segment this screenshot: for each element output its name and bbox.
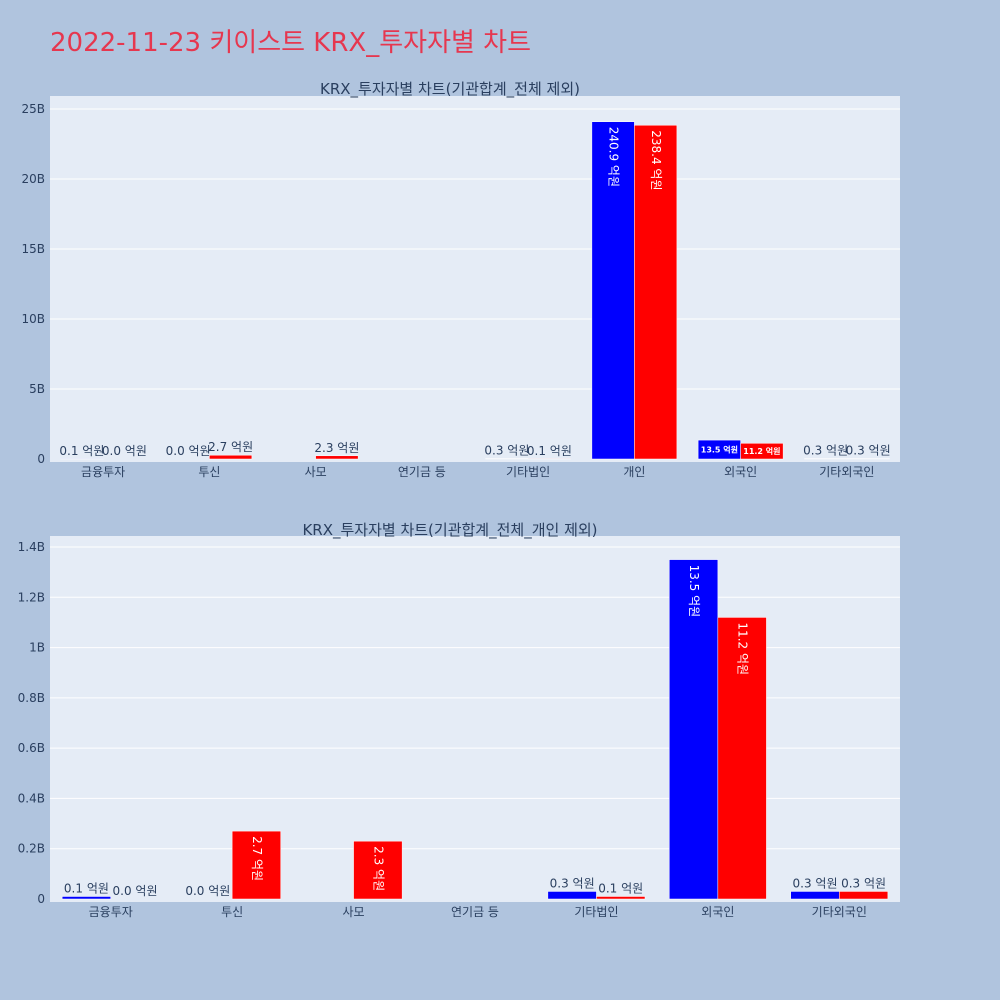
data-label: 0.0 억원 [185, 884, 230, 898]
y-tick-label: 1.2B [18, 590, 45, 604]
bar-red [315, 455, 359, 460]
y-tick-label: 0.2B [18, 842, 45, 856]
y-tick-label: 25B [21, 102, 45, 116]
data-label: 0.1 억원 [64, 881, 109, 895]
bar-red [740, 443, 784, 460]
x-tick-label: 사모 [343, 905, 365, 919]
x-tick-label: 연기금 등 [451, 905, 499, 919]
x-tick-label: 금융투자 [81, 465, 125, 479]
y-tick-label: 5B [29, 382, 45, 396]
bar-blue [61, 896, 111, 900]
y-tick-label: 15B [21, 242, 45, 256]
x-tick-label: 외국인 [724, 465, 757, 479]
data-label: 13.5 억원 [701, 445, 738, 455]
data-label: 0.3 억원 [803, 444, 848, 458]
bar-red [231, 830, 281, 900]
x-tick-label: 투신 [221, 905, 243, 919]
bar-red [209, 454, 253, 460]
data-label: 0.3 억원 [484, 444, 529, 458]
x-tick-label: 외국인 [701, 905, 734, 919]
bar-red [596, 896, 646, 900]
y-tick-label: 1B [29, 641, 45, 655]
chart-1: 0 5B 10B 15B 20B 25B KRX_투자자별 차트(기관합계_전체 제외) 금융… [21, 80, 900, 479]
data-label: 238.4 억원 [649, 130, 663, 190]
chart-2: 0 0.2B 0.4B 0.6B 0.8B 1B 1.2B 1.4B KRX_투자자별 차트(기… [18, 521, 900, 919]
data-label: 0.0 억원 [113, 884, 158, 898]
data-label: 0.3 억원 [846, 444, 891, 458]
data-label: 0.0 억원 [166, 444, 211, 458]
data-label: 2.3 억원 [314, 441, 359, 455]
x-tick-label: 기타외국인 [819, 465, 874, 479]
bar-red [634, 124, 678, 460]
bar-red [353, 840, 403, 900]
plot-area [50, 536, 900, 902]
data-label: 0.0 억원 [102, 444, 147, 458]
x-tick-label: 투신 [198, 465, 220, 479]
y-tick-label: 20B [21, 172, 45, 186]
data-label: 11.2 억원 [736, 622, 750, 675]
bar-blue [591, 121, 635, 460]
bar-red [717, 617, 767, 900]
data-label: 0.3 억원 [793, 876, 838, 890]
data-label: 2.7 억원 [250, 836, 264, 881]
data-label: 0.1 억원 [59, 444, 104, 458]
chart-title: KRX_투자자별 차트(기관합계_전체 제외) [320, 80, 580, 99]
y-tick-label: 0.4B [18, 791, 45, 805]
data-label: 0.3 억원 [841, 876, 886, 890]
data-label: 13.5 억원 [687, 565, 701, 618]
bar-red [839, 891, 889, 900]
y-tick-label: 0.6B [18, 741, 45, 755]
x-tick-label: 사모 [305, 465, 327, 479]
y-tick-label: 0 [37, 892, 45, 906]
x-tick-label: 기타외국인 [812, 905, 867, 919]
chart-title: KRX_투자자별 차트(기관합계_전체_개인 제외) [302, 521, 597, 540]
y-tick-label: 10B [21, 312, 45, 326]
bar-blue [790, 891, 840, 900]
x-tick-label: 연기금 등 [398, 465, 446, 479]
x-tick-label: 기타법인 [574, 905, 618, 919]
page-title: 2022-11-23 키이스트 KRX_투자자별 차트 [50, 28, 532, 58]
data-label: 0.1 억원 [598, 881, 643, 895]
data-label: 240.9 억원 [607, 127, 621, 187]
y-tick-label: 0.8B [18, 691, 45, 705]
y-tick-label: 0 [37, 452, 45, 466]
data-label: 2.7 억원 [208, 440, 253, 454]
x-tick-label: 개인 [623, 465, 645, 479]
y-tick-label: 1.4B [18, 540, 45, 554]
bar-blue [547, 891, 597, 900]
data-label: 0.3 억원 [550, 876, 595, 890]
x-tick-label: 기타법인 [506, 465, 550, 479]
data-label: 2.3 억원 [371, 846, 385, 891]
bar-blue [669, 559, 719, 900]
plot-area [50, 96, 900, 462]
data-label: 0.1 억원 [527, 444, 572, 458]
x-tick-label: 금융투자 [89, 905, 133, 919]
data-label: 11.2 억원 [743, 446, 780, 456]
